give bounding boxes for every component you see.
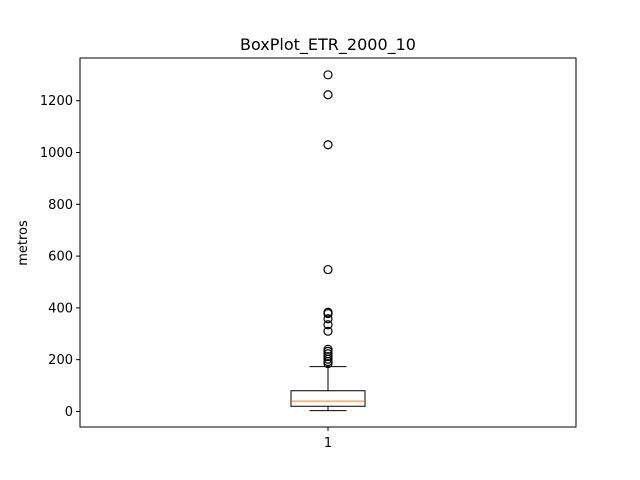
y-tick-label: 400 bbox=[48, 301, 73, 316]
y-tick-label: 600 bbox=[48, 250, 73, 265]
outlier-point bbox=[323, 320, 333, 330]
outlier-point bbox=[323, 90, 333, 100]
x-tick-label: 1 bbox=[324, 436, 332, 451]
outlier-point bbox=[323, 70, 333, 80]
y-tick-label: 0 bbox=[65, 405, 73, 420]
outlier-point bbox=[323, 140, 333, 150]
y-tick-label: 1200 bbox=[40, 94, 73, 109]
outlier-point bbox=[323, 354, 333, 364]
y-axis-label: metros bbox=[16, 220, 31, 266]
outlier-point bbox=[323, 326, 333, 336]
y-tick-label: 800 bbox=[48, 198, 73, 213]
iqr-box bbox=[290, 390, 366, 407]
outlier-point bbox=[323, 264, 333, 275]
outlier-point bbox=[323, 314, 333, 324]
plot-area bbox=[290, 70, 366, 412]
outlier-point bbox=[323, 351, 333, 362]
outlier-point bbox=[323, 308, 333, 319]
y-tick-label: 1000 bbox=[40, 146, 73, 161]
y-tick-label: 200 bbox=[48, 353, 73, 368]
outlier-point bbox=[323, 358, 333, 369]
chart-title: BoxPlot_ETR_2000_10 bbox=[240, 35, 416, 55]
